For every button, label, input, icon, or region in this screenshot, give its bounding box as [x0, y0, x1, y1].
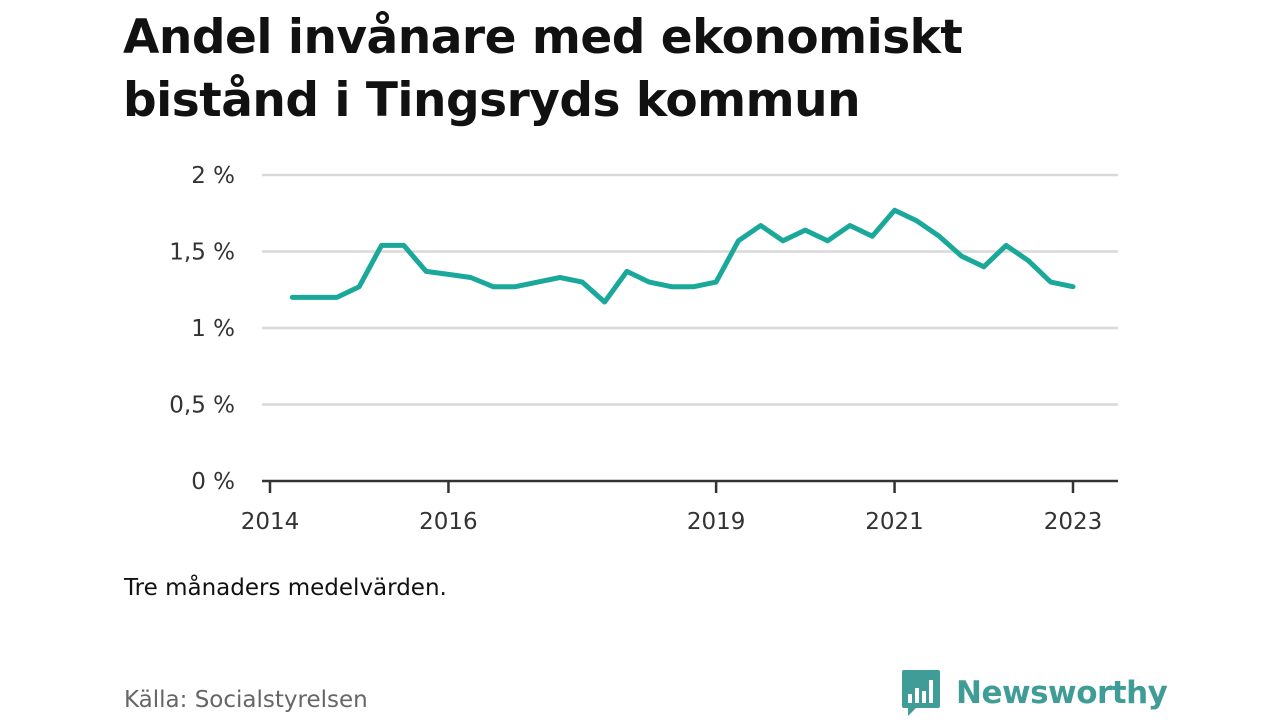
chart-title: Andel invånare med ekonomiskt bistånd i … [123, 10, 963, 128]
x-tick-label: 2021 [865, 509, 924, 535]
series-layer [289, 207, 1076, 305]
series-line [289, 207, 1076, 305]
y-tick-label: 1 % [191, 316, 235, 342]
y-tick-label: 2 % [191, 163, 235, 189]
y-tick-label: 0,5 % [169, 393, 235, 419]
y-axis-ticks: 0 % 0,5 % 1 % 1,5 % 2 % [169, 163, 235, 495]
brand: Newsworthy [900, 668, 1168, 718]
x-tick-label: 2019 [687, 509, 746, 535]
x-tick-label: 2023 [1044, 509, 1103, 535]
source-credit: Källa: Socialstyrelsen [124, 687, 368, 713]
x-tick-label: 2014 [241, 509, 300, 535]
newsworthy-logo-icon [902, 670, 940, 716]
chart-note: Tre månaders medelvärden. [124, 575, 447, 601]
line-chart: 0 % 0,5 % 1 % 1,5 % 2 % 2014 2016 2019 2021 2023 [169, 163, 1118, 535]
brand-name: Newsworthy [956, 675, 1168, 711]
x-tick-label: 2016 [419, 509, 478, 535]
y-tick-label: 1,5 % [169, 240, 235, 266]
x-axis: 2014 2016 2019 2021 2023 [241, 479, 1118, 535]
y-tick-label: 0 % [191, 469, 235, 495]
grid-lines [262, 173, 1118, 406]
